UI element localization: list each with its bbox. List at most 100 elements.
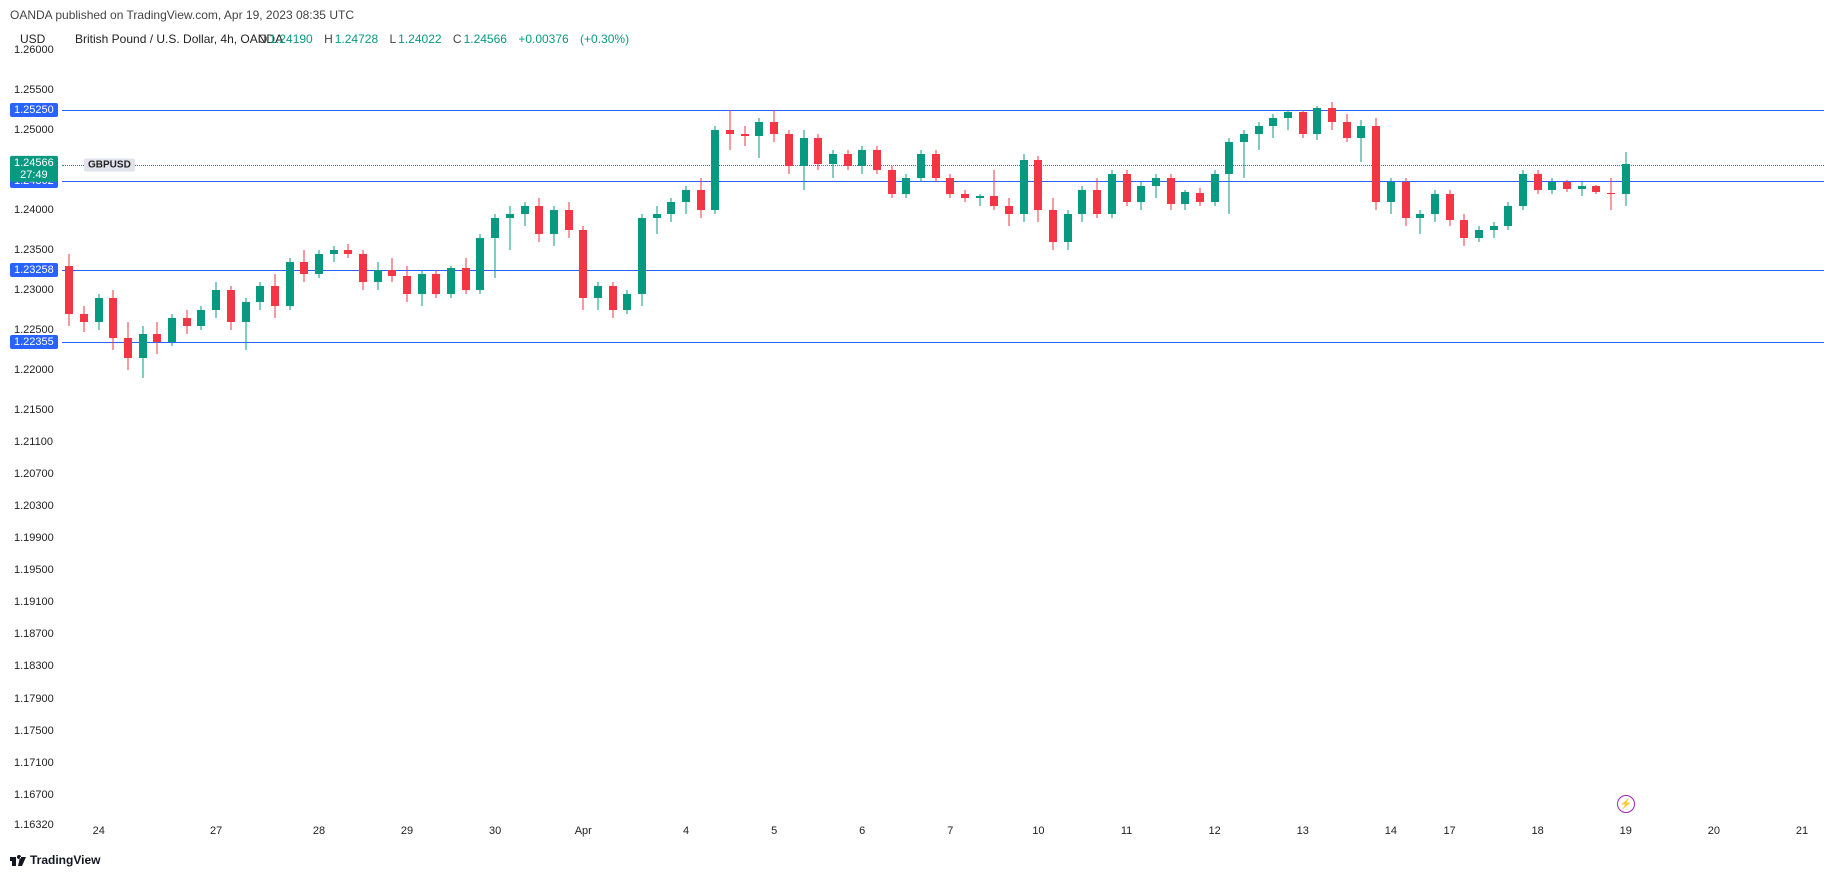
candle[interactable] [1093, 178, 1101, 218]
candle[interactable] [1622, 152, 1630, 206]
candle[interactable] [1313, 106, 1321, 140]
candle[interactable] [667, 198, 675, 222]
candle[interactable] [124, 322, 132, 370]
candle[interactable] [286, 258, 294, 310]
candle[interactable] [755, 118, 763, 158]
candle[interactable] [1152, 174, 1160, 198]
candle[interactable] [1005, 198, 1013, 226]
candle[interactable] [917, 150, 925, 182]
candle[interactable] [844, 150, 852, 170]
candle[interactable] [1372, 118, 1380, 210]
candle[interactable] [183, 310, 191, 334]
candle[interactable] [212, 282, 220, 318]
candle[interactable] [1064, 210, 1072, 250]
candle[interactable] [1534, 170, 1542, 194]
candle[interactable] [1607, 178, 1615, 210]
candle[interactable] [1504, 202, 1512, 230]
candle[interactable] [197, 306, 205, 330]
candle[interactable] [1548, 178, 1556, 194]
candle[interactable] [300, 250, 308, 282]
candle[interactable] [800, 130, 808, 190]
candle[interactable] [1519, 170, 1527, 210]
candle[interactable] [1592, 185, 1600, 195]
candle[interactable] [609, 282, 617, 318]
candle[interactable] [682, 186, 690, 214]
candle[interactable] [829, 150, 837, 178]
candle[interactable] [476, 234, 484, 294]
candle[interactable] [1137, 182, 1145, 210]
candle[interactable] [535, 198, 543, 242]
candle[interactable] [1284, 110, 1292, 130]
candle[interactable] [579, 226, 587, 310]
candle[interactable] [1343, 114, 1351, 142]
candle[interactable] [153, 322, 161, 354]
candle[interactable] [1078, 186, 1086, 222]
candle[interactable] [80, 306, 88, 332]
candle[interactable] [462, 258, 470, 294]
candle[interactable] [653, 206, 661, 234]
candle[interactable] [1225, 138, 1233, 214]
candle[interactable] [1446, 190, 1454, 226]
candle[interactable] [565, 202, 573, 238]
candle[interactable] [961, 190, 969, 202]
bolt-icon[interactable]: ⚡ [1617, 795, 1635, 813]
candle[interactable] [506, 206, 514, 250]
candle[interactable] [1108, 170, 1116, 218]
candle[interactable] [491, 214, 499, 278]
candle[interactable] [1387, 178, 1395, 214]
candle[interactable] [814, 134, 822, 170]
candle[interactable] [1299, 110, 1307, 138]
candle[interactable] [638, 214, 646, 306]
candle[interactable] [1490, 222, 1498, 238]
candle[interactable] [902, 174, 910, 198]
candle[interactable] [1475, 226, 1483, 242]
candle[interactable] [711, 126, 719, 214]
candle[interactable] [1328, 102, 1336, 130]
candle[interactable] [330, 246, 338, 262]
candle[interactable] [550, 206, 558, 246]
candle[interactable] [623, 290, 631, 314]
candle[interactable] [1563, 180, 1571, 193]
candle[interactable] [770, 110, 778, 142]
candle[interactable] [242, 298, 250, 350]
candle[interactable] [946, 174, 954, 198]
candle[interactable] [1460, 214, 1468, 246]
candle[interactable] [1211, 170, 1219, 206]
horizontal-line[interactable] [62, 342, 1824, 343]
candle[interactable] [1269, 114, 1277, 138]
candle[interactable] [1240, 130, 1248, 178]
candle[interactable] [227, 286, 235, 330]
horizontal-line[interactable] [62, 270, 1824, 271]
candle[interactable] [1357, 120, 1365, 162]
candle[interactable] [447, 266, 455, 298]
candle[interactable] [1034, 156, 1042, 222]
candle[interactable] [95, 294, 103, 330]
candle[interactable] [271, 274, 279, 318]
candle[interactable] [873, 146, 881, 174]
candle[interactable] [1181, 190, 1189, 210]
candlestick-chart[interactable]: ⚡ [62, 50, 1824, 825]
candle[interactable] [1416, 210, 1424, 234]
candle[interactable] [65, 254, 73, 326]
candle[interactable] [109, 290, 117, 350]
candle[interactable] [976, 194, 984, 206]
candle[interactable] [726, 110, 734, 150]
candle[interactable] [521, 202, 529, 226]
candle[interactable] [990, 170, 998, 210]
candle[interactable] [785, 130, 793, 174]
candle[interactable] [1123, 170, 1131, 206]
candle[interactable] [256, 282, 264, 310]
candle[interactable] [388, 258, 396, 282]
candle[interactable] [1020, 154, 1028, 222]
candle[interactable] [858, 146, 866, 174]
candle[interactable] [168, 314, 176, 346]
candle[interactable] [932, 150, 940, 182]
horizontal-line[interactable] [62, 181, 1824, 182]
candle[interactable] [741, 126, 749, 146]
candle[interactable] [1255, 122, 1263, 150]
candle[interactable] [1196, 188, 1204, 206]
candle[interactable] [139, 326, 147, 378]
candle[interactable] [374, 262, 382, 290]
candle[interactable] [403, 266, 411, 302]
candle[interactable] [1402, 178, 1410, 226]
